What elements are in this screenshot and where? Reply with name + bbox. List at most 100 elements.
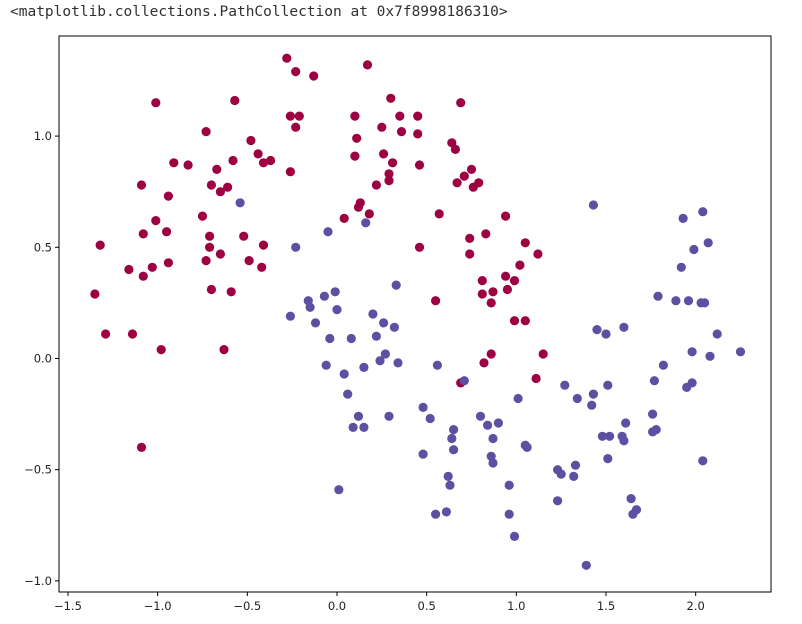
scatter-point [712,329,722,339]
scatter-point [556,469,566,479]
scatter-point [626,494,636,504]
scatter-point [474,178,484,188]
scatter-point [393,358,403,368]
scatter-point [391,280,401,290]
scatter-point [477,276,487,286]
scatter-point [396,127,407,137]
scatter-point [350,111,360,121]
scatter-point [443,471,453,481]
scatter-point [350,151,360,161]
scatter-point [285,167,295,177]
scatter-point [205,242,215,252]
scatter-point [258,158,269,168]
scatter-point [138,229,148,239]
scatter-point [395,111,405,121]
scatter-point [384,169,394,179]
x-tick-label: −1.0 [144,599,172,613]
scatter-point [285,311,295,321]
x-axis: −1.5 −1.0 −0.5 0.0 0.5 1.0 1.5 2.0 [54,592,705,613]
scatter-point [388,158,398,168]
scatter-point [305,302,315,312]
scatter-point [605,431,615,441]
scatter-point [282,53,292,63]
scatter-point [325,333,335,344]
scatter-point [432,360,442,370]
scatter-points [90,53,746,570]
scatter-point [441,507,451,517]
x-tick-label: −1.5 [54,599,82,613]
scatter-point [183,160,193,170]
scatter-point [465,233,475,243]
scatter-point [603,454,613,464]
scatter-point [212,164,222,174]
scatter-point [364,209,374,219]
scatter-point [377,122,387,132]
scatter-point [343,389,353,399]
scatter-point [477,289,487,299]
scatter-point [353,411,364,421]
scatter-point [239,231,249,241]
scatter-point [493,418,503,428]
scatter-point [413,111,423,121]
scatter-point [339,369,349,379]
scatter-point [223,182,233,192]
scatter-point [205,231,215,241]
scatter-point [465,249,475,259]
scatter-point [449,425,459,435]
scatter-point [425,413,435,424]
scatter-point [151,216,161,226]
scatter-point [653,291,663,301]
scatter-point [206,284,216,295]
scatter-point [687,378,697,388]
scatter-point [531,373,541,384]
scatter-point [431,296,441,306]
scatter-point [368,309,378,319]
scatter-point [522,442,532,452]
scatter-point [678,213,688,223]
scatter-point [481,229,491,239]
x-tick-label: −0.5 [233,599,261,613]
scatter-point [588,200,599,210]
scatter-point [431,509,441,519]
scatter-point [459,171,469,181]
scatter-point [359,362,369,372]
scatter-point [346,333,356,344]
scatter-point [285,111,295,121]
scatter-point [101,329,111,339]
scatter-point [309,71,319,81]
y-tick-label: 1.0 [34,129,52,143]
x-tick-label: 1.0 [507,599,525,613]
scatter-point [488,287,498,297]
scatter-point [291,122,301,132]
scatter-point [389,322,399,332]
scatter-point [294,111,304,121]
scatter-point [570,460,581,470]
scatter-point [257,262,267,272]
scatter-point [592,325,602,335]
scatter-point [434,209,444,219]
scatter-point [459,376,469,386]
scatter-point [253,149,263,159]
scatter-point [258,240,269,250]
scatter-point [156,345,166,355]
scatter-point [334,485,344,495]
plot-frame [58,35,772,593]
scatter-point [330,287,340,297]
y-tick-label: −0.5 [24,463,52,477]
scatter-point [509,276,520,286]
scatter-point [509,531,520,542]
scatter-point [533,249,543,259]
x-tick-label: 1.5 [597,599,615,613]
scatter-point [355,198,365,208]
scatter-point [651,425,661,435]
scatter-point [456,98,466,108]
scatter-point [486,349,496,359]
scatter-point [206,180,216,190]
scatter-point [266,155,276,166]
scatter-point [619,436,629,446]
scatter-point [515,260,525,270]
scatter-point [631,505,642,515]
scatter-point [418,402,428,412]
scatter-point [127,329,138,339]
y-tick-label: 0.5 [34,240,52,254]
